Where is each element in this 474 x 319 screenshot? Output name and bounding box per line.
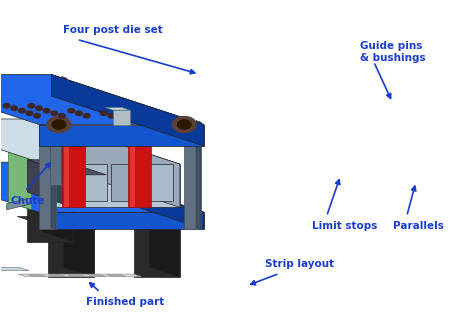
Polygon shape [107,275,126,276]
Circle shape [173,117,196,132]
Polygon shape [27,160,106,175]
Circle shape [76,111,82,115]
Polygon shape [27,191,73,242]
Polygon shape [45,164,180,207]
Circle shape [59,114,65,118]
Polygon shape [103,217,180,226]
Circle shape [83,114,90,118]
Text: Limit stops: Limit stops [312,221,378,231]
Polygon shape [45,164,74,201]
Text: Parallels: Parallels [392,221,443,231]
Polygon shape [78,164,107,201]
Circle shape [100,111,107,115]
Polygon shape [47,275,66,276]
Polygon shape [113,110,130,124]
Text: Strip layout: Strip layout [265,259,334,269]
Polygon shape [28,275,46,276]
Polygon shape [62,77,66,185]
Polygon shape [9,136,51,144]
Polygon shape [64,145,69,207]
Text: Finished part: Finished part [86,297,164,307]
Circle shape [52,120,65,129]
Polygon shape [18,274,141,277]
Circle shape [173,117,196,132]
Polygon shape [39,212,204,229]
Circle shape [52,120,65,129]
Circle shape [3,104,10,108]
Polygon shape [51,74,204,146]
Circle shape [11,106,18,110]
Polygon shape [184,122,201,229]
Circle shape [36,106,42,110]
Polygon shape [134,226,180,277]
Polygon shape [0,119,180,164]
Polygon shape [51,162,204,229]
Polygon shape [0,162,204,212]
Polygon shape [39,122,55,229]
Polygon shape [106,108,130,110]
Circle shape [68,108,74,113]
Polygon shape [18,217,94,226]
Polygon shape [43,119,180,207]
Polygon shape [64,217,94,277]
Polygon shape [43,182,73,242]
Circle shape [18,108,25,113]
Polygon shape [196,121,201,229]
Polygon shape [144,164,173,201]
Polygon shape [56,143,85,145]
Polygon shape [110,164,140,201]
Polygon shape [128,145,151,207]
Circle shape [43,108,50,113]
Circle shape [34,114,40,118]
Polygon shape [0,74,204,124]
Polygon shape [50,78,66,185]
Polygon shape [87,275,106,276]
Polygon shape [51,121,55,229]
Polygon shape [130,145,135,207]
Polygon shape [48,226,94,277]
Polygon shape [63,145,85,207]
Polygon shape [7,198,31,210]
Circle shape [178,120,191,129]
Polygon shape [122,143,151,145]
Circle shape [51,111,57,115]
Circle shape [47,117,71,132]
Polygon shape [27,160,73,207]
Polygon shape [9,136,31,210]
Circle shape [28,104,35,108]
Circle shape [47,117,71,132]
Polygon shape [67,275,86,276]
Text: Four post die set: Four post die set [63,25,163,35]
Circle shape [178,120,191,129]
Circle shape [108,114,115,118]
Text: Chute: Chute [11,196,46,206]
Polygon shape [0,182,73,191]
Polygon shape [149,217,180,277]
Polygon shape [0,268,29,271]
Polygon shape [39,124,204,146]
Circle shape [26,111,33,115]
Text: Guide pins
& bushings: Guide pins & bushings [359,41,425,63]
